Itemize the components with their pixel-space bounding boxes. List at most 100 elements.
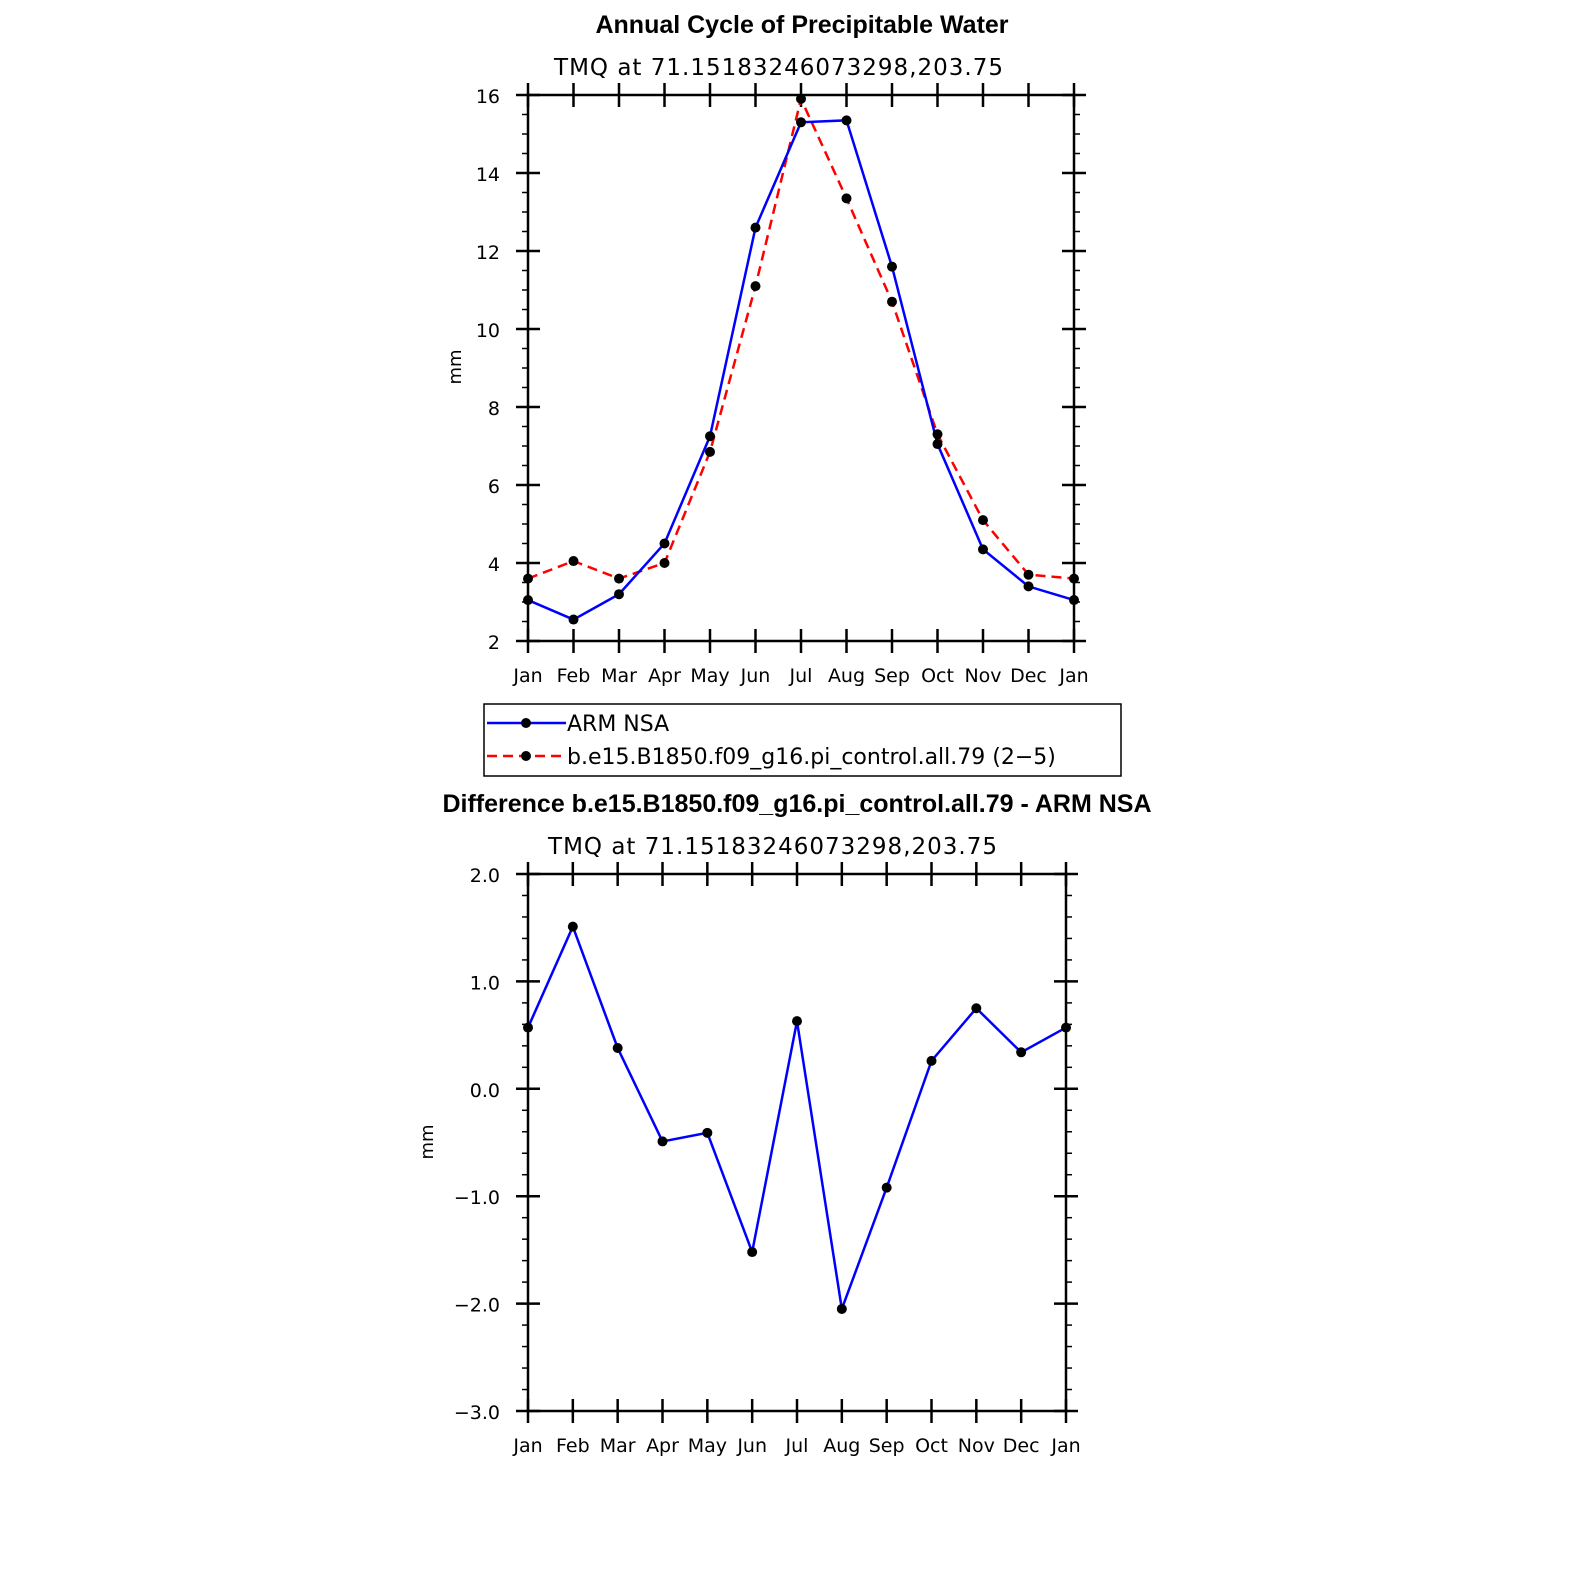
y-tick-label: 2 xyxy=(488,632,500,654)
difference-panel: Difference b.e15.B1850.f09_g16.pi_contro… xyxy=(417,790,1152,1457)
data-point xyxy=(568,556,579,567)
data-point xyxy=(612,1042,623,1053)
y-tick-label: 12 xyxy=(476,242,500,264)
x-tick-label: Jan xyxy=(512,665,542,687)
x-tick-label: Jan xyxy=(1050,1435,1080,1457)
data-point xyxy=(926,1055,937,1066)
data-point xyxy=(657,1136,668,1147)
x-tick-label: Mar xyxy=(600,1435,636,1457)
data-point xyxy=(747,1247,758,1258)
data-point xyxy=(887,296,897,307)
data-point xyxy=(841,193,852,204)
data-point xyxy=(978,544,988,555)
x-tick-label: Oct xyxy=(921,665,954,687)
data-point xyxy=(567,921,578,932)
x-tick-label: Feb xyxy=(556,1435,590,1457)
x-tick-label: Nov xyxy=(958,1435,995,1457)
y-axis-label: mm xyxy=(417,1124,438,1159)
y-axis-label: mm xyxy=(445,349,466,384)
y-tick-label: 10 xyxy=(476,320,500,342)
x-tick-label: May xyxy=(690,665,729,687)
x-tick-label: Oct xyxy=(915,1435,948,1457)
y-tick-label: 4 xyxy=(488,554,500,576)
axes: Jan Feb Mar Apr May Jun Jul Aug Sep Oct Nov Dec Jan−… xyxy=(454,862,1081,1457)
x-tick-label: Dec xyxy=(1010,665,1047,687)
annual-cycle-panel: Annual Cycle of Precipitable Water TMQ a… xyxy=(445,11,1122,777)
series-line xyxy=(526,923,1067,1314)
x-tick-label: Jul xyxy=(789,665,813,687)
data-point xyxy=(796,93,806,104)
y-tick-label: 0.0 xyxy=(470,1080,500,1102)
data-point xyxy=(978,515,988,526)
legend-label: ARM NSA xyxy=(567,712,669,737)
x-tick-label: Sep xyxy=(874,665,910,687)
x-tick-label: Jan xyxy=(1058,665,1088,687)
data-point xyxy=(1016,1047,1027,1058)
plot-frame xyxy=(526,872,1068,1413)
data-point xyxy=(1023,581,1034,592)
data-point xyxy=(836,1303,847,1314)
data-point xyxy=(614,573,624,584)
data-point xyxy=(523,595,533,606)
legend: ARM NSA b.e15.B1850.f09_g16.pi_control.a… xyxy=(483,703,1122,777)
data-point xyxy=(659,538,670,549)
data-point xyxy=(523,1022,533,1033)
series-layer xyxy=(523,921,1071,1314)
legend-box xyxy=(483,703,1122,777)
y-tick-label: 8 xyxy=(488,398,500,420)
y-tick-label: −2.0 xyxy=(454,1295,500,1317)
data-point xyxy=(1023,569,1034,580)
y-tick-label: 14 xyxy=(476,164,500,186)
x-tick-label: Jun xyxy=(740,665,771,687)
data-point xyxy=(792,1016,802,1027)
x-tick-label: Nov xyxy=(964,665,1001,687)
data-point xyxy=(750,222,761,233)
data-point xyxy=(932,429,943,440)
series-line xyxy=(527,119,1075,621)
plot-frame xyxy=(526,93,1076,643)
legend-item-arm-nsa: ARM NSA xyxy=(487,712,669,737)
y-tick-label: −1.0 xyxy=(454,1187,500,1209)
data-point xyxy=(705,431,715,442)
data-point xyxy=(750,281,761,292)
y-tick-label: 16 xyxy=(476,86,500,108)
x-tick-label: Apr xyxy=(648,665,681,687)
chart-title: Annual Cycle of Precipitable Water xyxy=(595,11,1008,39)
x-tick-label: Dec xyxy=(1003,1435,1040,1457)
data-point xyxy=(523,573,533,584)
chart-title: Difference b.e15.B1850.f09_g16.pi_contro… xyxy=(442,790,1151,818)
data-point xyxy=(881,1182,892,1193)
data-point xyxy=(614,589,624,600)
x-tick-label: Apr xyxy=(646,1435,679,1457)
series-layer xyxy=(523,93,1079,625)
data-point xyxy=(932,439,943,450)
x-tick-label: Jul xyxy=(785,1435,809,1457)
legend-swatch-marker xyxy=(521,751,531,761)
y-tick-label: 1.0 xyxy=(470,972,500,994)
data-point xyxy=(702,1127,713,1138)
data-point xyxy=(796,117,806,128)
chart-subtitle: TMQ at 71.15183246073298,203.75 xyxy=(547,834,998,860)
data-point xyxy=(568,614,579,625)
x-tick-label: Jun xyxy=(736,1435,767,1457)
axes: Jan Feb Mar Apr May Jun Jul Aug Sep Oct Nov Dec Jan 2… xyxy=(476,83,1089,687)
y-tick-label: 2.0 xyxy=(470,865,500,887)
x-tick-label: Jan xyxy=(512,1435,542,1457)
data-point xyxy=(841,115,852,126)
data-point xyxy=(659,558,670,568)
data-point xyxy=(887,261,897,272)
x-tick-label: Feb xyxy=(557,665,591,687)
y-tick-label: 6 xyxy=(488,476,500,498)
data-point xyxy=(971,1003,982,1014)
x-tick-label: May xyxy=(688,1435,727,1457)
series-line xyxy=(527,95,1075,580)
x-tick-label: Aug xyxy=(828,665,865,687)
data-point xyxy=(1069,595,1079,606)
data-point xyxy=(1069,573,1079,584)
legend-item-model: b.e15.B1850.f09_g16.pi_control.all.79 (2… xyxy=(487,745,1056,770)
data-point xyxy=(1061,1022,1071,1033)
legend-label: b.e15.B1850.f09_g16.pi_control.all.79 (2… xyxy=(567,745,1056,770)
y-tick-label: −3.0 xyxy=(454,1402,500,1424)
legend-swatch-marker xyxy=(521,718,531,728)
